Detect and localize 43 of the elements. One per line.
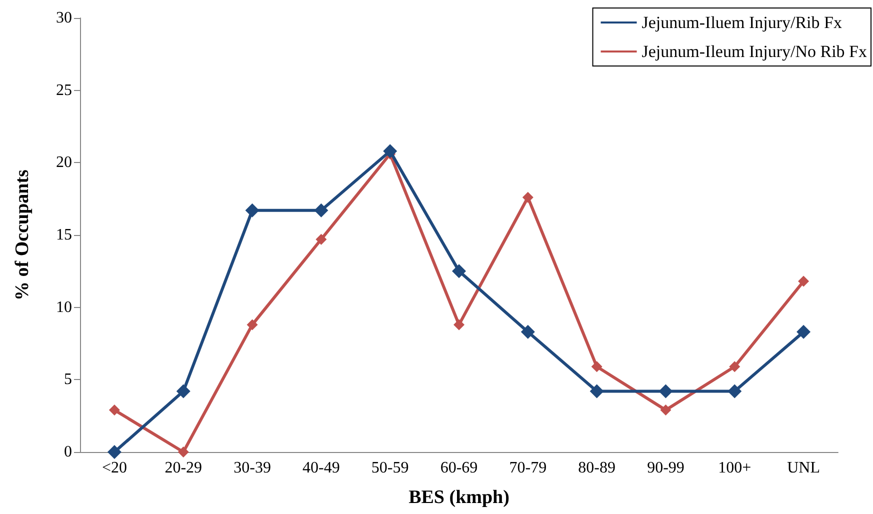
point — [316, 234, 327, 245]
point — [796, 324, 811, 339]
x-tick-label: 40-49 — [302, 460, 340, 476]
x-tick-label: 90-99 — [647, 460, 684, 476]
point — [590, 384, 604, 398]
point — [178, 446, 189, 458]
point — [729, 361, 740, 372]
point — [452, 264, 466, 278]
y-tick-label: 25 — [56, 82, 72, 99]
point — [246, 319, 258, 330]
x-axis-title: BES (kmph) — [408, 487, 510, 508]
y-tick-label: 20 — [56, 154, 72, 172]
point — [108, 404, 120, 416]
x-tick-label: 60-69 — [440, 460, 478, 476]
point — [176, 384, 190, 398]
legend-label: Jejunum-Iluem Injury/Rib Fx — [642, 13, 842, 32]
legend-label: Jejunum-Ileum Injury/No Rib Fx — [642, 42, 868, 61]
y-tick-label: 10 — [56, 298, 72, 316]
point — [798, 276, 810, 287]
y-axis-title: % of Occupants — [12, 170, 33, 300]
y-tick-label: 30 — [56, 10, 72, 26]
point — [107, 445, 122, 459]
x-tick-label: 100+ — [718, 460, 752, 476]
x-tick-label: <20 — [102, 460, 127, 476]
x-tick-label: 20-29 — [164, 460, 202, 476]
point — [383, 144, 398, 158]
point — [660, 404, 672, 416]
x-tick-label: 70-79 — [509, 460, 547, 476]
y-tick-label: 15 — [56, 226, 72, 244]
point — [728, 384, 742, 398]
x-tick-label: 30-39 — [234, 460, 271, 476]
point — [591, 361, 602, 372]
y-tick-label: 5 — [64, 371, 72, 388]
y-tick-label: 0 — [64, 444, 72, 460]
x-tick-label: 50-59 — [371, 460, 409, 476]
point — [520, 324, 535, 339]
point — [658, 384, 673, 398]
point — [522, 192, 534, 203]
point — [245, 203, 260, 218]
point — [314, 203, 328, 218]
point — [454, 319, 464, 330]
x-tick-label: 80-89 — [578, 460, 616, 476]
x-tick-label: UNL — [787, 460, 820, 476]
